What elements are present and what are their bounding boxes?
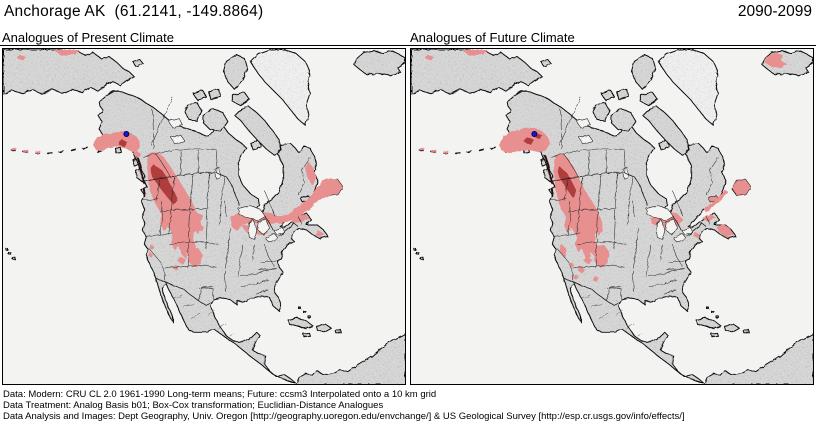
attribution-data-line: Data: Modern: CRU CL 2.0 1961-1990 Long-… — [3, 389, 437, 400]
location-marker-present — [123, 131, 130, 137]
attribution-treatment-line: Data Treatment: Analog Basis b01; Box-Co… — [3, 400, 384, 411]
attribution-block: Data: Modern: CRU CL 2.0 1961-1990 Long-… — [3, 389, 685, 422]
period-label: 2090-2099 — [737, 3, 812, 20]
location-coordinates: (61.2141, -149.8864) — [114, 3, 264, 20]
panel-title-present: Analogues of Present Climate — [0, 30, 408, 46]
location-name: Anchorage AK — [4, 3, 106, 20]
panel-title-future: Analogues of Future Climate — [408, 30, 816, 46]
map-canvas-present — [3, 49, 405, 384]
spacer — [106, 3, 115, 20]
map-present-climate — [2, 48, 406, 385]
location-marker-future — [531, 131, 538, 137]
map-canvas-future — [411, 49, 813, 384]
attribution-credits-line: Data Analysis and Images: Dept Geography… — [3, 411, 685, 422]
figure-title: Anchorage AK (61.2141, -149.8864) — [4, 3, 263, 21]
map-future-climate — [410, 48, 814, 385]
